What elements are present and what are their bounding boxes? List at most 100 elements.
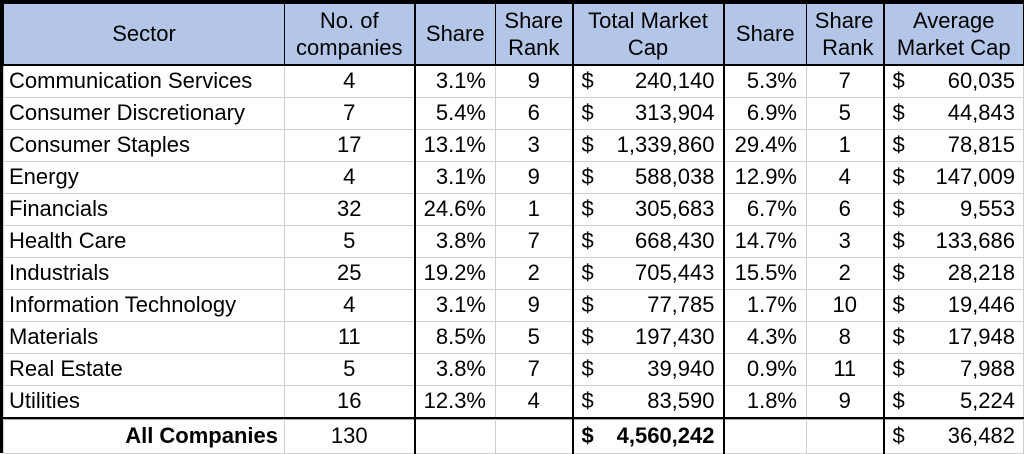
- amount: 1,339,860: [616, 132, 715, 157]
- amount: 7,988: [959, 356, 1015, 381]
- average-market-cap-cell: $19,446: [882, 288, 1024, 322]
- header-share-avg: Share: [722, 3, 807, 66]
- table-row: Financials 32 24.6% 1 $305,683 6.7% 6 $9…: [3, 192, 1024, 226]
- dollar-sign: $: [581, 324, 594, 349]
- header-share-rank-avg: Share Rank: [806, 3, 884, 66]
- share-rank-total-cell: 9: [495, 288, 573, 322]
- amount: 668,430: [634, 228, 715, 253]
- amount: 44,843: [947, 100, 1015, 125]
- total-average-market-cap-cell: $36,482: [882, 416, 1024, 454]
- table-row: Real Estate 5 3.8% 7 $39,940 0.9% 11 $7,…: [3, 352, 1024, 386]
- share-total-cell: 3.8%: [413, 224, 496, 258]
- average-market-cap-cell: $78,815: [882, 128, 1024, 162]
- dollar-sign: $: [581, 100, 594, 125]
- average-market-cap-cell: $9,553: [882, 192, 1024, 226]
- table-row: Communication Services 4 3.1% 9 $240,140…: [3, 64, 1024, 98]
- dollar-sign: $: [581, 132, 594, 157]
- share-rank-total-cell: 1: [495, 192, 573, 226]
- share-rank-avg-cell: 6: [806, 192, 884, 226]
- dollar-sign: $: [892, 132, 905, 157]
- amount: 78,815: [947, 132, 1015, 157]
- total-share-avg-cell: [722, 416, 807, 454]
- share-avg-cell: 6.9%: [722, 96, 807, 130]
- amount: 147,009: [935, 164, 1015, 189]
- total-label-cell: All Companies: [3, 416, 285, 454]
- dollar-sign: $: [892, 196, 905, 221]
- sector-cell: Financials: [3, 192, 285, 226]
- share-avg-cell: 6.7%: [722, 192, 807, 226]
- total-market-cap-cell: $1,339,860: [571, 128, 724, 162]
- share-rank-total-cell: 2: [495, 256, 573, 290]
- total-share-rank-avg-cell: [806, 416, 884, 454]
- table-row: Materials 11 8.5% 5 $197,430 4.3% 8 $17,…: [3, 320, 1024, 354]
- total-share-rank-cell: [495, 416, 573, 454]
- average-market-cap-cell: $133,686: [882, 224, 1024, 258]
- total-market-cap-cell: $313,904: [571, 96, 724, 130]
- dollar-sign: $: [892, 228, 905, 253]
- table-row: Health Care 5 3.8% 7 $668,430 14.7% 3 $1…: [3, 224, 1024, 258]
- average-market-cap-cell: $147,009: [882, 160, 1024, 194]
- amount: 305,683: [634, 196, 715, 221]
- table-row: Consumer Discretionary 7 5.4% 6 $313,904…: [3, 96, 1024, 130]
- total-row: All Companies 130 $4,560,242 $36,482: [3, 416, 1024, 454]
- share-rank-avg-cell: 5: [806, 96, 884, 130]
- sector-cell: Consumer Staples: [3, 128, 285, 162]
- average-market-cap-cell: $28,218: [882, 256, 1024, 290]
- companies-cell: 17: [284, 128, 415, 162]
- dollar-sign: $: [892, 324, 905, 349]
- share-total-cell: 3.1%: [413, 64, 496, 98]
- sector-cell: Utilities: [3, 384, 285, 418]
- total-market-cap-cell: $240,140: [571, 64, 724, 98]
- amount: 313,904: [634, 100, 715, 125]
- amount: 77,785: [647, 292, 715, 317]
- header-share-rank-total: Share Rank: [495, 3, 573, 66]
- amount: 39,940: [647, 356, 715, 381]
- dollar-sign: $: [892, 100, 905, 125]
- sector-cell: Industrials: [3, 256, 285, 290]
- amount: 9,553: [959, 196, 1015, 221]
- dollar-sign: $: [892, 356, 905, 381]
- share-rank-total-cell: 4: [495, 384, 573, 418]
- grand-total-market-cap-cell: $4,560,242: [571, 416, 724, 454]
- dollar-sign: $: [581, 228, 594, 253]
- amount: 240,140: [634, 68, 715, 93]
- header-average-market-cap: Average Market Cap: [882, 3, 1024, 66]
- companies-cell: 5: [284, 224, 415, 258]
- amount: 17,948: [947, 324, 1015, 349]
- sector-cell: Real Estate: [3, 352, 285, 386]
- sector-cell: Information Technology: [3, 288, 285, 322]
- dollar-sign: $: [581, 356, 594, 381]
- companies-cell: 16: [284, 384, 415, 418]
- amount: 83,590: [647, 388, 715, 413]
- table-row: Industrials 25 19.2% 2 $705,443 15.5% 2 …: [3, 256, 1024, 290]
- total-market-cap-cell: $705,443: [571, 256, 724, 290]
- share-rank-total-cell: 5: [495, 320, 573, 354]
- amount: 705,443: [634, 260, 715, 285]
- header-row: Sector No. of companies Share Share Rank T…: [3, 3, 1024, 66]
- header-share-total: Share: [413, 3, 496, 66]
- share-rank-total-cell: 7: [495, 224, 573, 258]
- dollar-sign: $: [892, 422, 905, 448]
- dollar-sign: $: [581, 260, 594, 285]
- share-total-cell: 8.5%: [413, 320, 496, 354]
- share-rank-total-cell: 3: [495, 128, 573, 162]
- share-rank-avg-cell: 3: [806, 224, 884, 258]
- share-total-cell: 24.6%: [413, 192, 496, 226]
- header-sector: Sector: [3, 3, 285, 66]
- total-companies-cell: 130: [284, 416, 415, 454]
- companies-cell: 11: [284, 320, 415, 354]
- dollar-sign: $: [581, 164, 594, 189]
- companies-cell: 25: [284, 256, 415, 290]
- total-market-cap-cell: $668,430: [571, 224, 724, 258]
- share-avg-cell: 1.8%: [722, 384, 807, 418]
- dollar-sign: $: [892, 68, 905, 93]
- share-rank-avg-cell: 2: [806, 256, 884, 290]
- companies-cell: 4: [284, 160, 415, 194]
- share-avg-cell: 29.4%: [722, 128, 807, 162]
- amount: 5,224: [959, 388, 1015, 413]
- sector-cell: Energy: [3, 160, 285, 194]
- header-total-market-cap: Total Market Cap: [571, 3, 724, 66]
- amount: 60,035: [947, 68, 1015, 93]
- share-avg-cell: 4.3%: [722, 320, 807, 354]
- spreadsheet-grid: Sector No. of companies Share Share Rank T…: [3, 3, 1024, 454]
